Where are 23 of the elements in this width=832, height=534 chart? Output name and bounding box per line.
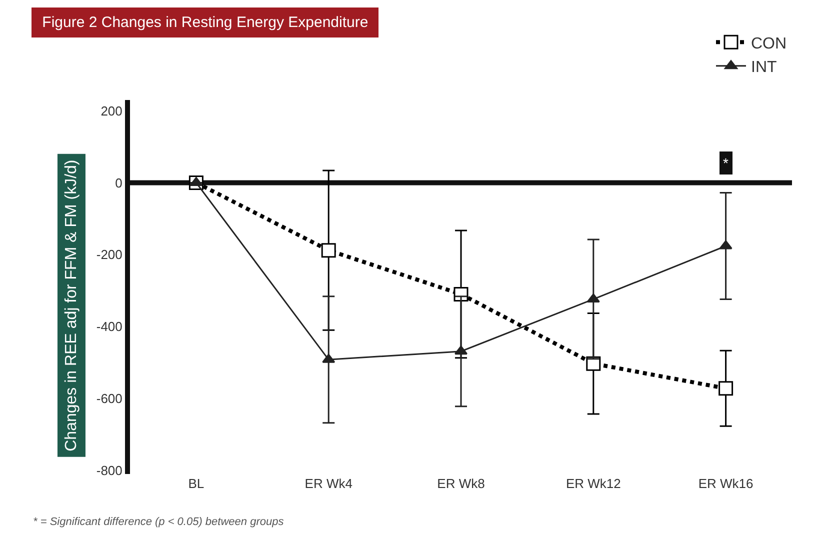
point bbox=[321, 243, 336, 258]
annotation: * bbox=[723, 155, 729, 171]
x-tick-label: ER Wk16 bbox=[698, 476, 754, 491]
legend-label: INT bbox=[751, 59, 777, 76]
point bbox=[718, 381, 734, 396]
y-axis-title: Changes in REE adj for FFM & FM (kJ/d) bbox=[62, 160, 80, 452]
y-tick-label: 200 bbox=[100, 103, 122, 118]
point bbox=[586, 293, 600, 302]
point bbox=[322, 354, 336, 363]
y-tick-label: -800 bbox=[96, 462, 122, 478]
x-tick-label: ER Wk8 bbox=[437, 476, 485, 491]
x-tick-label: ER Wk4 bbox=[304, 476, 352, 491]
point bbox=[190, 176, 203, 186]
point bbox=[719, 240, 732, 250]
text: * = Significant difference (p < 0.05) between groups bbox=[33, 516, 284, 528]
x-tick-label: ER Wk12 bbox=[566, 476, 621, 491]
chart-title: Figure 2 Changes in Resting Energy Expenditure bbox=[38, 14, 372, 31]
y-tick-label: -400 bbox=[96, 319, 122, 334]
legend-label: CON bbox=[751, 35, 787, 52]
y-tick-label: 0 bbox=[115, 175, 122, 190]
y-tick-label: -200 bbox=[96, 247, 122, 262]
x-tick-label: BL bbox=[188, 476, 204, 491]
y-tick-label: -600 bbox=[96, 391, 122, 406]
